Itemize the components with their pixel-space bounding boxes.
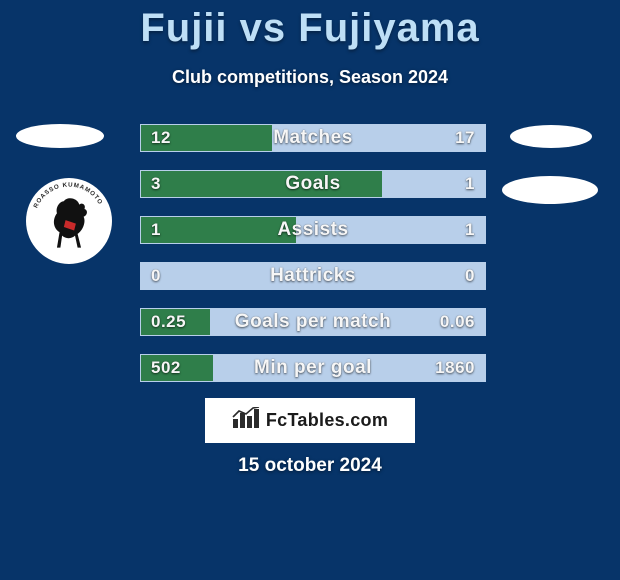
stat-label: Hattricks [141, 263, 485, 289]
team-logo-svg: ROASSO KUMAMOTO [26, 178, 112, 264]
stats-bars: 1217Matches 31Goals 11Assists 00Hattricks 0.… [140, 124, 486, 400]
stat-row: 00Hattricks [140, 262, 486, 290]
bar-chart-icon [232, 407, 260, 434]
player-left-badge [16, 124, 104, 148]
stat-label: Assists [141, 217, 485, 243]
player-right-badge-2 [502, 176, 598, 204]
fctables-text: FcTables.com [266, 410, 388, 431]
stat-row: 11Assists [140, 216, 486, 244]
stat-label: Goals [141, 171, 485, 197]
stat-row: 1217Matches [140, 124, 486, 152]
infographic-date: 15 october 2024 [0, 455, 620, 477]
team-logo-left: ROASSO KUMAMOTO [26, 178, 112, 264]
stat-label: Matches [141, 125, 485, 151]
fctables-watermark: FcTables.com [205, 398, 415, 443]
stat-row: 0.250.06Goals per match [140, 308, 486, 336]
stat-row: 5021860Min per goal [140, 354, 486, 382]
comparison-title: Fujii vs Fujiyama [0, 0, 620, 51]
comparison-subtitle: Club competitions, Season 2024 [0, 67, 620, 88]
stat-row: 31Goals [140, 170, 486, 198]
player-right-badge [510, 125, 592, 148]
stat-label: Goals per match [141, 309, 485, 335]
stat-label: Min per goal [141, 355, 485, 381]
